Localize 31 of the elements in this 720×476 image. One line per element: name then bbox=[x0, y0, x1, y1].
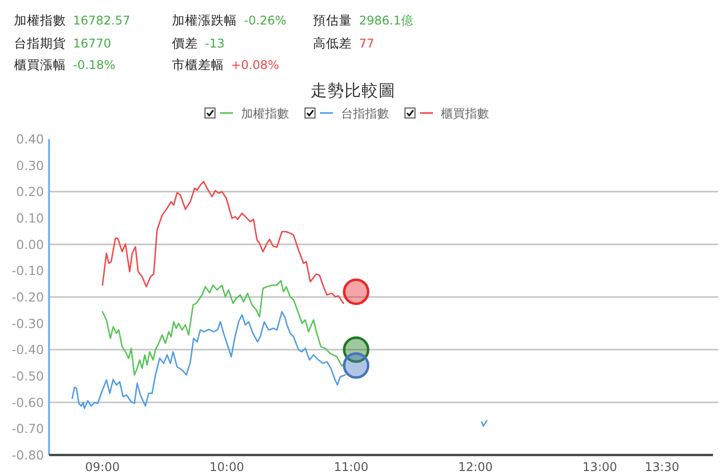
x-tick-label: 12:00 bbox=[458, 460, 493, 474]
y-tick-label: 0.00 bbox=[16, 236, 44, 252]
legend-label: 加權指數 bbox=[241, 106, 289, 120]
y-tick-label: -0.20 bbox=[12, 290, 44, 304]
x-tick-label: 10:00 bbox=[210, 460, 244, 474]
y-tick-label: 0.40 bbox=[16, 132, 44, 146]
y-tick-label: -0.10 bbox=[12, 263, 44, 278]
text: 高低差 77 bbox=[313, 36, 374, 50]
x-tick-label: 11:00 bbox=[334, 460, 368, 474]
y-tick-label: -0.40 bbox=[12, 342, 44, 358]
text: 台指期貨 16770 bbox=[14, 36, 112, 50]
x-tick-label: 09:00 bbox=[85, 460, 120, 474]
text: 加權指數 16782.57 bbox=[14, 12, 130, 28]
text: 預估量 2986.1億 bbox=[313, 12, 413, 28]
text: 價差 -13 bbox=[172, 36, 225, 50]
chart-title: 走勢比較圖 bbox=[310, 81, 396, 100]
y-tick-label: -0.50 bbox=[12, 368, 44, 384]
legend-label: 台指指數 bbox=[341, 106, 389, 120]
y-tick-label: 0.30 bbox=[16, 158, 44, 173]
y-tick-label: 0.20 bbox=[16, 184, 44, 200]
text: 市櫃差幅 +0.08% bbox=[172, 57, 280, 72]
y-tick-label: 0.10 bbox=[16, 210, 44, 226]
text: 櫃買漲幅 -0.18% bbox=[14, 57, 116, 72]
x-tick-label: 13:00 bbox=[582, 460, 618, 474]
x-tick-label: 13:30 bbox=[644, 460, 680, 474]
legend-label: 櫃買指數 bbox=[441, 106, 489, 120]
y-tick-label: -0.60 bbox=[12, 394, 44, 410]
y-tick-label: -0.70 bbox=[12, 421, 44, 436]
y-tick-label: -0.80 bbox=[12, 448, 44, 462]
y-tick-label: -0.30 bbox=[12, 316, 44, 331]
text: 加權漲跌幅 -0.26% bbox=[172, 12, 286, 28]
